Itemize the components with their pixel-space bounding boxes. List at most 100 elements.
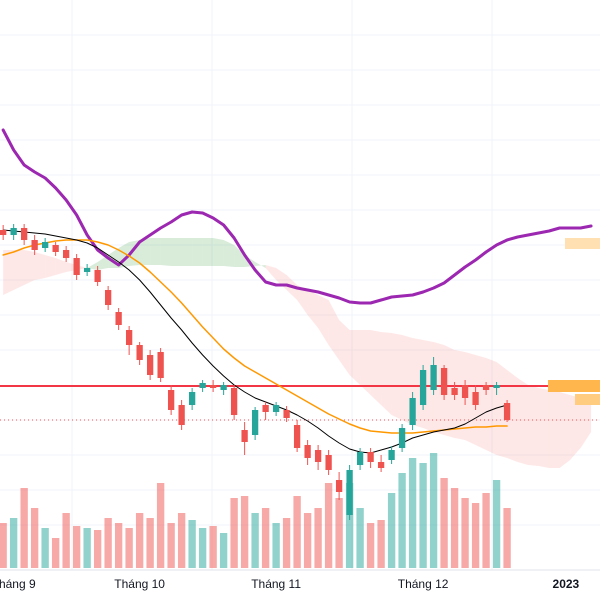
volume-layer [0, 453, 511, 568]
cloud-segment [318, 295, 329, 345]
volume-bar [398, 473, 406, 568]
volume-bar [9, 518, 18, 568]
volume-bar [146, 518, 154, 568]
volume-bar [251, 513, 259, 568]
candle-body [157, 352, 164, 378]
cloud-segment [24, 250, 35, 285]
cloud-segment [486, 358, 497, 455]
candle-body [493, 385, 500, 388]
volume-bar [429, 453, 438, 568]
cloud-segment [55, 258, 67, 275]
volume-bar [261, 508, 270, 568]
volume-bar [272, 523, 280, 568]
volume-bar [104, 518, 112, 568]
cloud-segment [381, 332, 392, 415]
price-zone [548, 380, 600, 392]
candle-body [293, 425, 301, 448]
candle-body [356, 452, 364, 465]
volume-bar [482, 493, 490, 568]
cloud-segment [13, 250, 25, 290]
cloud-segment [234, 245, 245, 267]
candle-body [0, 230, 7, 235]
candle-body [178, 405, 185, 425]
candle-body [125, 330, 133, 345]
volume-bar [230, 498, 238, 568]
volume-bar [335, 498, 343, 568]
cloud-segment [454, 350, 466, 440]
candle-body [503, 403, 511, 420]
cloud-segment [559, 392, 571, 468]
volume-bar [356, 508, 364, 568]
cloud-segment [538, 388, 550, 468]
price-zone [565, 238, 600, 249]
volume-bar [293, 496, 301, 568]
cloud-segment [517, 378, 529, 465]
axis-labels: Tháng 9 Tháng 10 Tháng 11 Tháng 12 2023 [0, 577, 580, 591]
volume-bar [41, 528, 49, 568]
volume-bar [440, 478, 448, 568]
volume-bar [366, 523, 375, 568]
volume-bar [177, 513, 186, 568]
candle-body [419, 370, 427, 405]
candle-body [251, 410, 259, 435]
cloud-segment [370, 330, 382, 405]
candle-body [377, 462, 385, 468]
volume-bar [83, 528, 91, 568]
volume-bar [345, 483, 354, 568]
candles-layer [0, 224, 511, 520]
cloud-segment [528, 385, 539, 466]
cloud-segment [580, 398, 592, 448]
candle-body [409, 398, 416, 425]
cloud-segment [349, 330, 361, 385]
candle-body [20, 228, 28, 240]
cloud-segment [507, 370, 518, 462]
candle-body [136, 345, 143, 360]
volume-bar [72, 526, 81, 568]
cloud-segment [255, 262, 266, 268]
candle-body [230, 388, 238, 415]
volume-bar [167, 523, 175, 568]
volume-bar [135, 513, 144, 568]
cloud-segment [139, 238, 151, 265]
grid [0, 0, 600, 570]
volume-bar [219, 533, 228, 568]
cloud-segment [150, 238, 161, 265]
volume-bar [209, 526, 217, 568]
cloud-segment [181, 238, 193, 266]
candle-body [346, 470, 353, 515]
cloud-segment [34, 252, 46, 280]
time-axis [0, 570, 600, 600]
overlay-line [2, 239, 508, 434]
candle-body [461, 385, 469, 398]
volume-bar [198, 528, 207, 568]
volume-bar [471, 503, 480, 568]
cloud-segment [213, 238, 224, 266]
candle-body [52, 245, 59, 252]
volume-bar [62, 513, 70, 568]
volume-bar [0, 523, 7, 568]
volume-bar [51, 538, 60, 568]
volume-bar [324, 483, 333, 568]
cloud-segment [549, 390, 560, 468]
cloud-segment [297, 285, 308, 315]
candle-body [325, 455, 332, 470]
volume-bar [93, 530, 102, 568]
candle-body [10, 228, 17, 235]
cloud-segment [391, 333, 403, 420]
volume-bar [188, 520, 196, 568]
volume-bar [282, 518, 291, 568]
cloud-segment [339, 320, 350, 375]
candle-body [272, 405, 280, 412]
candle-body [220, 385, 227, 390]
cloud-segment [360, 330, 371, 395]
x-tick-label: Tháng 11 [251, 577, 301, 591]
candle-body [283, 410, 290, 418]
cloud-segment [307, 290, 319, 328]
x-tick-label: 2023 [553, 577, 580, 591]
candle-body [94, 270, 101, 282]
price-zone [575, 394, 600, 405]
candle-body [115, 312, 122, 325]
cloud-segment [265, 265, 277, 280]
